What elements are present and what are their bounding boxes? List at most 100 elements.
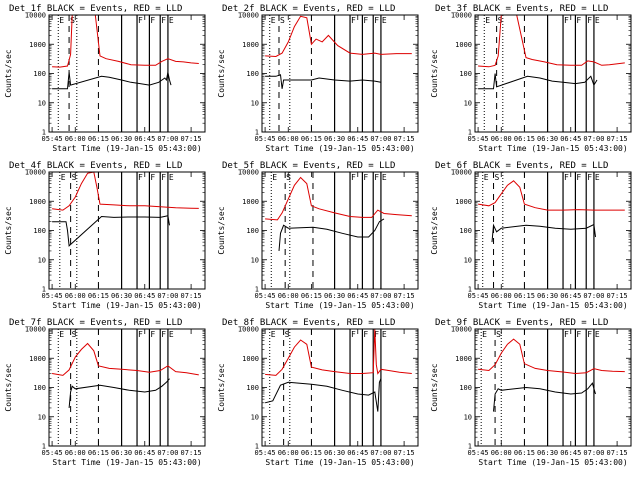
marker-label: E <box>382 16 387 25</box>
marker-label: E <box>595 173 600 182</box>
marker-label: F <box>564 16 569 25</box>
marker-label: F <box>576 330 581 339</box>
x-tick-label: 06:30 <box>324 292 345 300</box>
chart-title: Det_1f BLACK = Events, RED = LLD <box>9 4 182 14</box>
marker-label: E <box>485 16 490 25</box>
marker-label: S <box>72 173 77 182</box>
x-tick-label: 06:00 <box>65 449 86 457</box>
x-tick-label: 07:00 <box>583 135 604 143</box>
x-tick-label: 05:45 <box>468 292 489 300</box>
y-axis-label: Counts/sec <box>4 363 13 411</box>
x-tick-label: 07:00 <box>157 135 178 143</box>
lld-series-line <box>478 338 625 375</box>
y-tick-label: 1 <box>468 443 472 451</box>
plot-frame <box>474 171 632 290</box>
chart-panel-6: Det_6f BLACK = Events, RED = LLD Counts/s… <box>430 161 632 310</box>
marker-label: E <box>484 173 489 182</box>
x-tick-label: 06:45 <box>560 292 581 300</box>
x-tick-label: 06:00 <box>278 135 299 143</box>
marker-label: E <box>61 173 66 182</box>
x-tick-label: 07:15 <box>181 135 202 143</box>
x-axis-label: Start Time (19-Jan-15 05:43:00) <box>52 301 201 310</box>
x-tick-label: 06:15 <box>514 292 535 300</box>
x-tick-label: 05:45 <box>42 292 63 300</box>
x-tick-label: 07:15 <box>607 292 628 300</box>
events-series-line <box>278 218 385 251</box>
x-tick-label: 06:45 <box>347 135 368 143</box>
y-tick-label: 10 <box>38 99 46 107</box>
plot-frame <box>48 328 206 447</box>
events-series-line <box>493 382 596 412</box>
marker-label: F <box>138 173 143 182</box>
x-tick-label: 07:00 <box>583 292 604 300</box>
x-tick-label: 06:15 <box>88 135 109 143</box>
marker-label: F <box>587 330 592 339</box>
x-tick-label: 06:15 <box>88 292 109 300</box>
chart-panel-8: Det_8f BLACK = Events, RED = LLD Counts/s… <box>217 318 419 467</box>
x-axis-label: Start Time (19-Jan-15 05:43:00) <box>52 144 201 153</box>
y-tick-label: 100 <box>33 384 46 392</box>
y-tick-label: 100 <box>246 227 259 235</box>
y-tick-label: 100 <box>459 227 472 235</box>
x-tick-label: 06:00 <box>278 292 299 300</box>
lld-series-line <box>478 180 625 211</box>
y-tick-label: 1 <box>468 129 472 137</box>
marker-label: F <box>576 173 581 182</box>
y-tick-label: 1 <box>468 286 472 294</box>
y-tick-label: 1000 <box>455 41 472 49</box>
x-tick-label: 06:30 <box>324 449 345 457</box>
marker-label: E <box>169 330 174 339</box>
x-tick-label: 05:45 <box>42 135 63 143</box>
marker-label: F <box>351 173 356 182</box>
plot-frame <box>261 14 419 133</box>
marker-label: F <box>587 16 592 25</box>
marker-label: S <box>70 16 75 25</box>
y-tick-label: 100 <box>459 70 472 78</box>
events-series-line <box>491 223 596 243</box>
x-tick-label: 06:30 <box>111 292 132 300</box>
chart-panel-7: Det_7f BLACK = Events, RED = LLD Counts/s… <box>4 318 206 467</box>
lld-series-line <box>265 176 412 221</box>
x-tick-label: 06:45 <box>134 292 155 300</box>
x-tick-label: 05:45 <box>42 449 63 457</box>
y-tick-label: 10000 <box>25 12 46 20</box>
y-axis-label: Counts/sec <box>430 206 439 254</box>
x-tick-label: 07:15 <box>394 135 415 143</box>
marker-label: F <box>161 330 166 339</box>
marker-label: F <box>161 173 166 182</box>
x-tick-label: 05:45 <box>255 135 276 143</box>
y-tick-label: 100 <box>246 384 259 392</box>
marker-label: F <box>161 16 166 25</box>
marker-label: F <box>587 173 592 182</box>
chart-title: Det_7f BLACK = Events, RED = LLD <box>9 318 182 328</box>
x-tick-label: 06:45 <box>347 292 368 300</box>
marker-label: F <box>138 330 143 339</box>
y-tick-label: 1 <box>255 443 259 451</box>
x-tick-label: 06:15 <box>514 135 535 143</box>
y-axis-label: Counts/sec <box>4 206 13 254</box>
marker-label: S <box>498 16 503 25</box>
x-axis-label: Start Time (19-Jan-15 05:43:00) <box>52 458 201 467</box>
y-tick-label: 100 <box>246 70 259 78</box>
y-tick-label: 10000 <box>25 169 46 177</box>
x-tick-label: 07:00 <box>370 135 391 143</box>
x-tick-label: 07:15 <box>181 292 202 300</box>
marker-label: F <box>363 16 368 25</box>
chart-title: Det_4f BLACK = Events, RED = LLD <box>9 161 182 171</box>
marker-label: S <box>286 173 291 182</box>
lld-series-line <box>265 328 412 376</box>
chart-title: Det_3f BLACK = Events, RED = LLD <box>435 4 608 14</box>
plot-frame <box>261 171 419 290</box>
y-tick-label: 1 <box>255 286 259 294</box>
y-tick-label: 1000 <box>29 41 46 49</box>
chart-panel-9: Det_9f BLACK = Events, RED = LLD Counts/s… <box>430 318 632 467</box>
x-axis-label: Start Time (19-Jan-15 05:43:00) <box>478 458 627 467</box>
x-tick-label: 06:30 <box>537 292 558 300</box>
y-tick-label: 100 <box>33 70 46 78</box>
lld-series-line <box>478 14 625 68</box>
marker-label: F <box>374 330 379 339</box>
x-tick-label: 07:00 <box>583 449 604 457</box>
y-tick-label: 1000 <box>29 198 46 206</box>
marker-label: E <box>382 173 387 182</box>
